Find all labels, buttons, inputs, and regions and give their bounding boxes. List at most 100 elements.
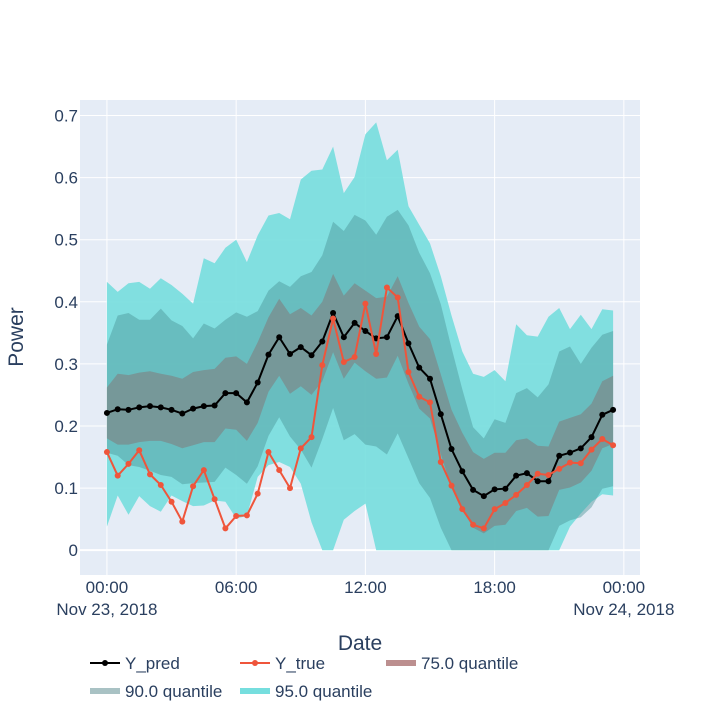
y-pred-point bbox=[168, 406, 175, 413]
y-pred-point bbox=[340, 334, 347, 341]
y-pred-point bbox=[437, 411, 444, 418]
x-axis-title: Date bbox=[338, 632, 382, 655]
y-pred-point bbox=[190, 405, 197, 412]
y-pred-point bbox=[319, 338, 326, 345]
95-0-quantile-legend-label: 95.0 quantile bbox=[275, 682, 372, 701]
y-true-point bbox=[405, 368, 412, 375]
y-pred-point bbox=[502, 485, 509, 492]
y-pred-point bbox=[588, 434, 595, 441]
y-pred-point bbox=[567, 449, 573, 456]
y-true-point bbox=[330, 315, 337, 322]
y-true-point bbox=[427, 399, 433, 406]
y-true-point bbox=[545, 472, 552, 479]
y-true-point bbox=[567, 459, 573, 466]
y-pred-point bbox=[610, 406, 617, 413]
y-pred-point bbox=[114, 406, 121, 413]
y-true-point bbox=[136, 447, 143, 454]
y-pred-point bbox=[405, 340, 412, 347]
y-pred-point bbox=[179, 410, 186, 417]
y-pred-point bbox=[308, 352, 315, 359]
y-pred-point bbox=[470, 486, 477, 493]
y-true-point bbox=[125, 460, 132, 467]
y-true-point bbox=[297, 445, 304, 452]
y-pred-point bbox=[362, 327, 369, 334]
y-pred-point bbox=[330, 309, 337, 316]
y-true-point bbox=[211, 496, 218, 503]
y-pred-point bbox=[147, 403, 153, 410]
y-true-point bbox=[287, 485, 293, 492]
y-pred-point bbox=[157, 404, 164, 411]
x-tick-label: 06:00 bbox=[215, 578, 258, 597]
75-0-quantile-band bbox=[106, 273, 614, 534]
y-true-point bbox=[373, 350, 380, 357]
x-tick-label: 18:00 bbox=[473, 578, 516, 597]
y-pred-point bbox=[287, 350, 293, 357]
y-tick-label: 0.3 bbox=[54, 355, 78, 374]
y-pred-point bbox=[427, 375, 433, 382]
y-pred-point bbox=[254, 379, 261, 386]
y-tick-label: 0.4 bbox=[54, 293, 78, 312]
x-tick-sublabel: Nov 23, 2018 bbox=[56, 600, 157, 619]
y-true-point bbox=[491, 506, 498, 513]
y-true-point bbox=[610, 442, 617, 449]
y-pred-point bbox=[233, 390, 240, 397]
90-0-quantile-band bbox=[106, 209, 614, 551]
y-true-point bbox=[340, 359, 347, 366]
y-true-point bbox=[243, 512, 250, 519]
y-pred-point bbox=[459, 468, 466, 475]
quantile-bands bbox=[106, 122, 614, 551]
y-true-point bbox=[534, 470, 541, 477]
y-true-point bbox=[200, 467, 207, 474]
y-tick-label: 0.7 bbox=[54, 107, 78, 126]
y-pred-point bbox=[243, 399, 250, 406]
y-true-point bbox=[157, 481, 164, 488]
y-true-point bbox=[190, 483, 197, 490]
90-0-quantile-legend-label: 90.0 quantile bbox=[125, 682, 222, 701]
y-pred-point bbox=[136, 404, 143, 411]
y-true-point bbox=[599, 436, 606, 443]
y-pred-point bbox=[599, 411, 606, 418]
y-true-point bbox=[523, 481, 530, 488]
y-true-point bbox=[103, 449, 110, 456]
x-axis-ticks: 00:00 Nov 23, 2018 06:00 12:00 18:00 00:00 Nov… bbox=[56, 578, 674, 619]
y-true-point bbox=[222, 525, 229, 532]
y-axis-ticks: 0 0.1 0.2 0.3 0.4 0.5 0.6 0.7 bbox=[54, 107, 78, 561]
y-tick-label: 0.5 bbox=[54, 231, 78, 250]
y-pred-point bbox=[556, 452, 563, 459]
y-pred-point bbox=[513, 472, 520, 479]
y-true-point bbox=[383, 284, 390, 291]
series-lines bbox=[103, 284, 617, 532]
y-true-point bbox=[480, 525, 487, 532]
y-true-point bbox=[319, 362, 326, 369]
y-true-point bbox=[351, 354, 358, 361]
y-true-point bbox=[502, 499, 509, 506]
y-true-legend-label: Y_true bbox=[275, 654, 325, 673]
y-pred-point bbox=[523, 470, 530, 477]
y-axis-title: Power bbox=[5, 307, 28, 367]
y-pred-point bbox=[577, 445, 584, 452]
y-true-point bbox=[448, 482, 455, 489]
y-true-point bbox=[394, 294, 401, 301]
95-0-quantile-band bbox=[106, 122, 614, 551]
y-pred-legend-label: Y_pred bbox=[125, 654, 180, 673]
y-pred-point bbox=[103, 409, 110, 416]
y-true-point bbox=[577, 460, 584, 467]
y-pred-point bbox=[297, 344, 304, 351]
y-pred-point bbox=[491, 486, 498, 493]
y-pred-point bbox=[222, 390, 229, 397]
y-tick-label: 0.6 bbox=[54, 169, 78, 188]
y-pred-point bbox=[545, 478, 552, 485]
y-tick-label: 0 bbox=[69, 541, 78, 560]
y-true-point bbox=[437, 458, 444, 465]
y-true-point bbox=[265, 449, 272, 456]
x-tick-label: 00:00 bbox=[603, 578, 646, 597]
y-pred-legend-marker bbox=[102, 660, 108, 666]
x-tick-label: 00:00 bbox=[86, 578, 129, 597]
y-true-point bbox=[179, 518, 186, 525]
y-tick-label: 0.1 bbox=[54, 479, 78, 498]
y-pred-point bbox=[265, 351, 272, 358]
x-tick-sublabel: Nov 24, 2018 bbox=[573, 600, 674, 619]
x-tick-label: 12:00 bbox=[344, 578, 387, 597]
y-pred-point bbox=[480, 493, 487, 500]
